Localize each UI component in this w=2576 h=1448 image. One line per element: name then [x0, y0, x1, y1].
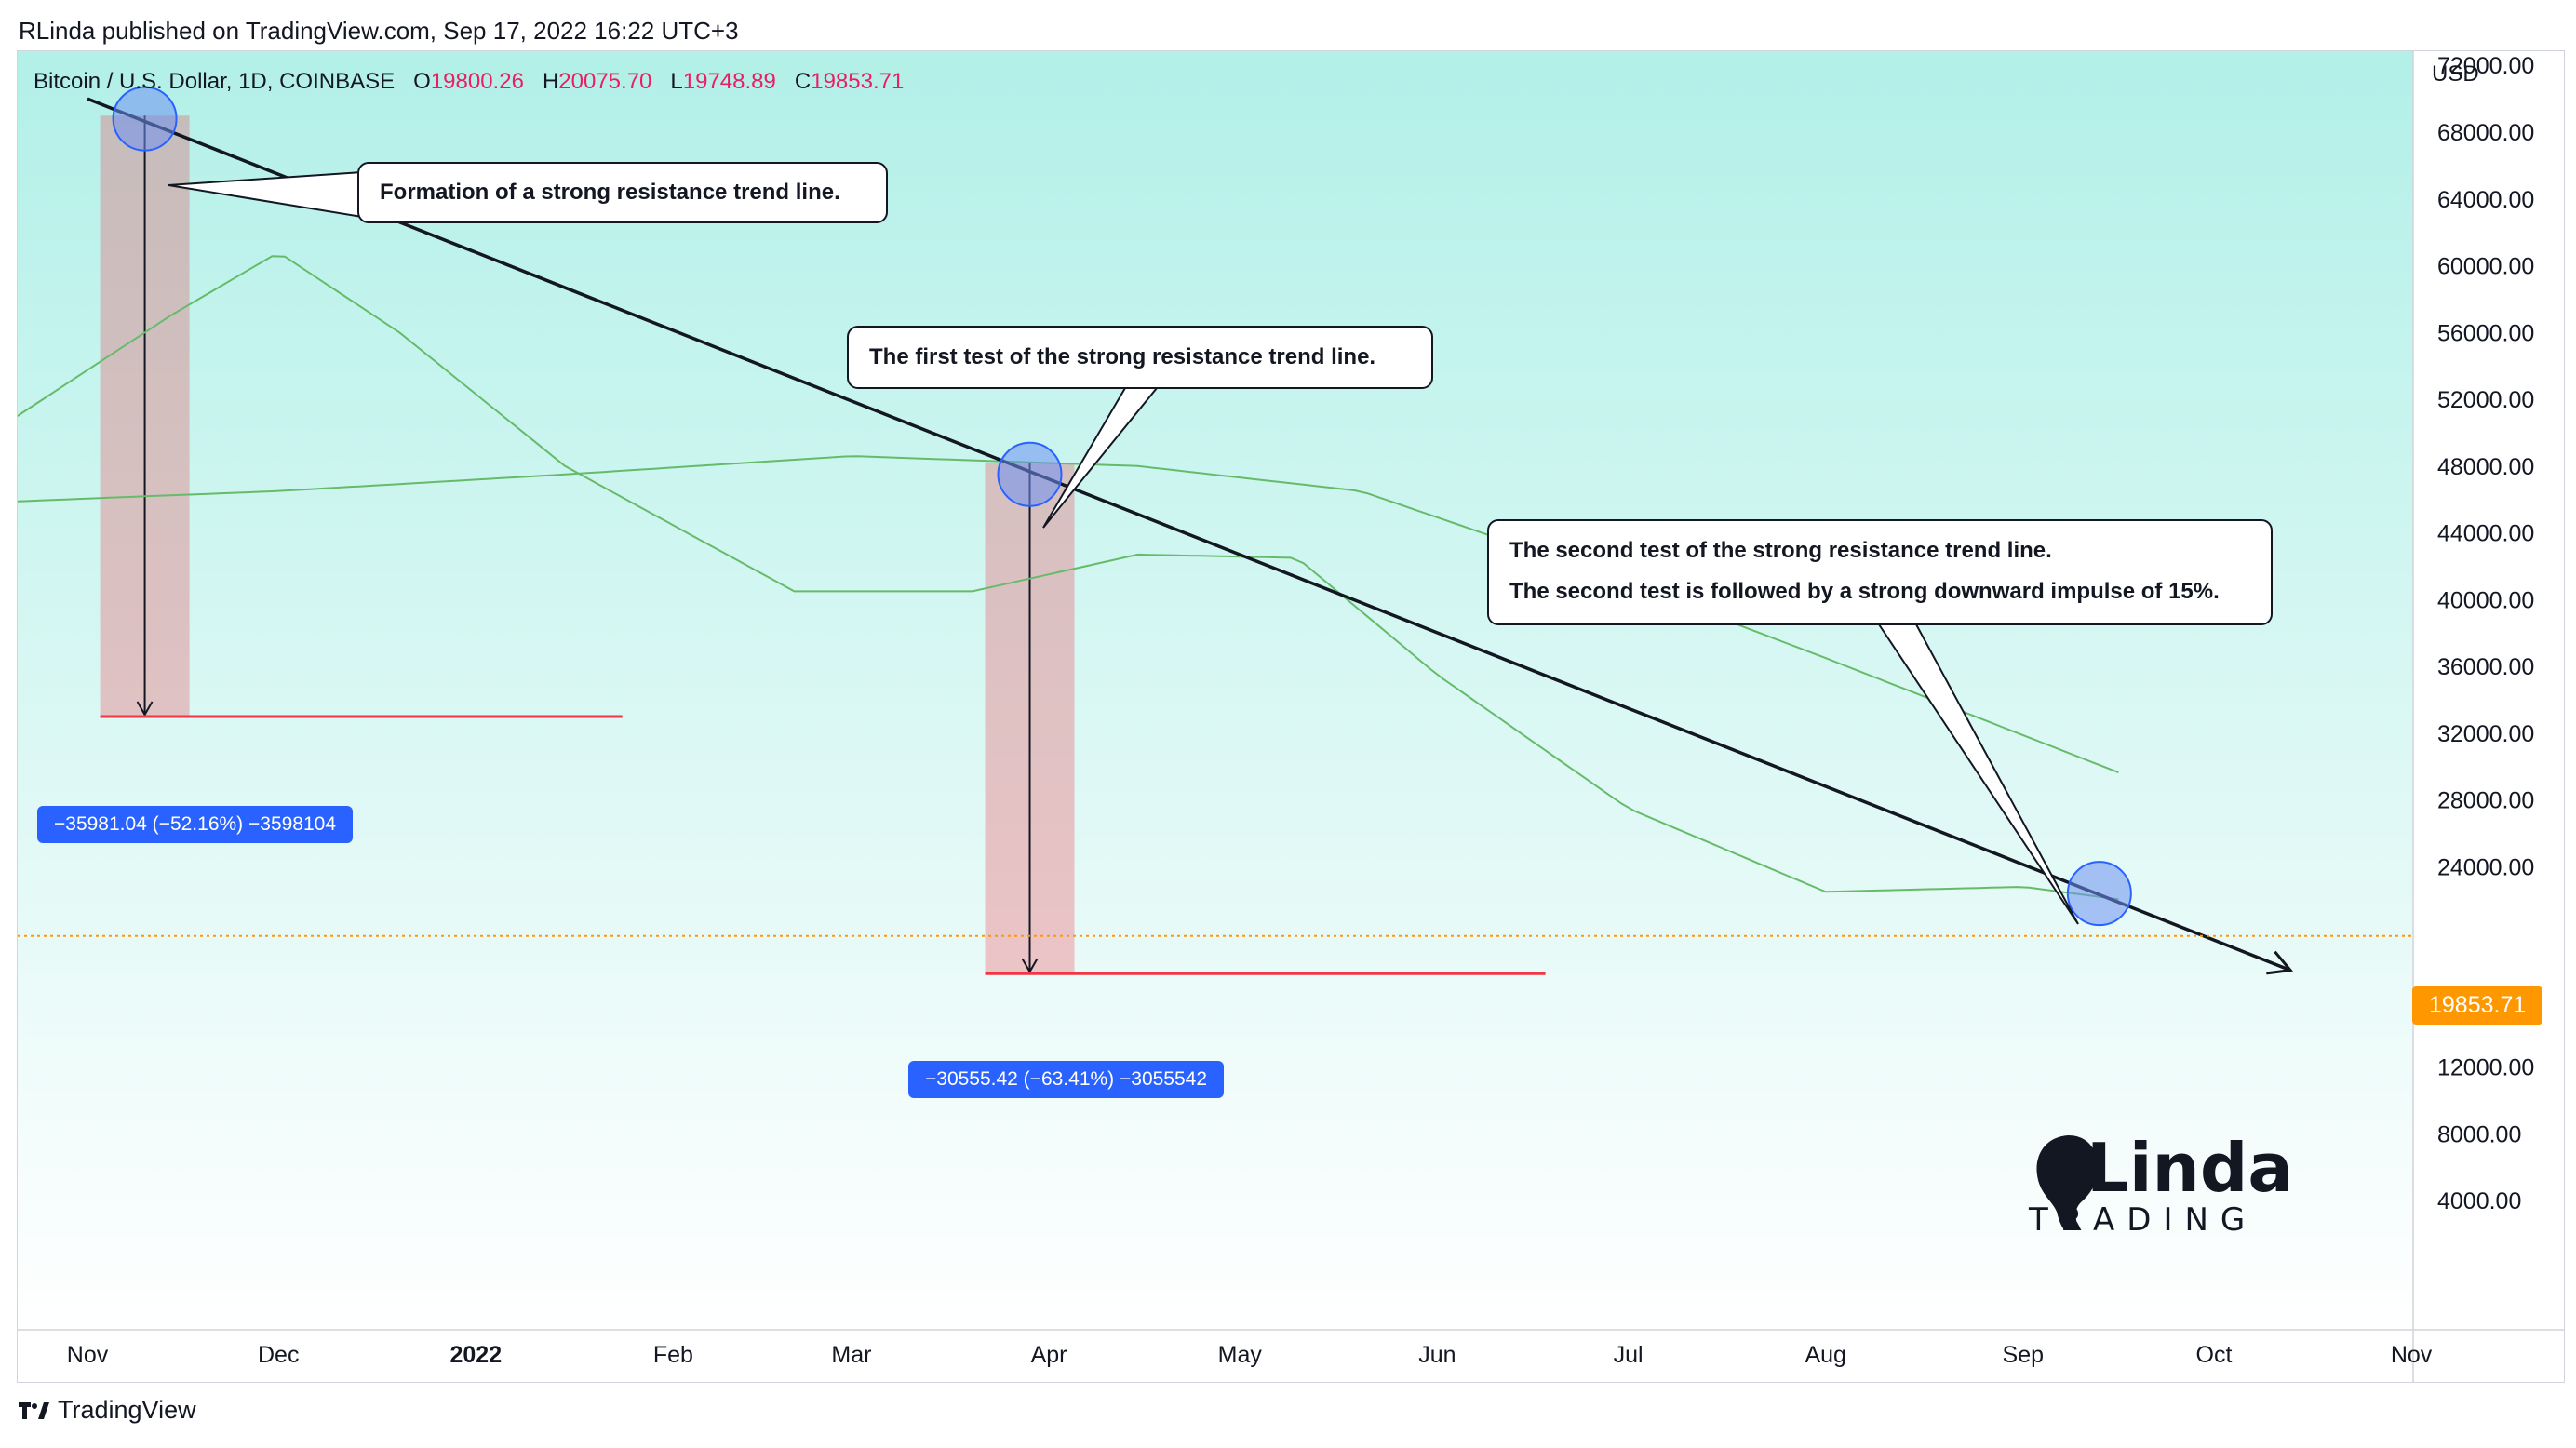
trend-line-arrowhead: [2266, 950, 2294, 975]
price-axis-tick-label: 60000.00: [2437, 254, 2534, 280]
logo-graphic: Linda TRADING: [2028, 1129, 2293, 1239]
time-axis-tick-label: Aug: [1805, 1342, 1845, 1368]
close-label: C: [794, 69, 812, 94]
time-axis-tick-label: Jul: [1614, 1342, 1644, 1368]
current-price-tag: 19853.71: [2412, 986, 2543, 1025]
callout-second-test: The second test of the strong resistance…: [1487, 519, 2273, 625]
low-label: L: [670, 69, 683, 94]
price-axis-tick-label: 8000.00: [2437, 1121, 2521, 1147]
price-axis-tick-label: 68000.00: [2437, 120, 2534, 146]
moving-average-1: [18, 255, 2119, 901]
time-axis-tick-label: Oct: [2196, 1342, 2233, 1368]
callout-second-test-line1: The second test of the strong resistance…: [1509, 538, 2052, 563]
time-axis-tick-label: Sep: [2003, 1342, 2044, 1368]
price-axis-tick-label: 56000.00: [2437, 320, 2534, 346]
footer-brand-text: TradingView: [58, 1396, 196, 1424]
time-axis-tick-label: Nov: [67, 1342, 109, 1368]
resistance-test-circle-1: [112, 86, 178, 152]
high-label: H: [542, 69, 559, 94]
logo-wordmark-top: Linda: [2086, 1129, 2293, 1207]
price-axis-tick-label: 36000.00: [2437, 654, 2534, 680]
measure-label-2[interactable]: −30555.42 (−63.41%) −3055542: [908, 1061, 1225, 1098]
symbol-name[interactable]: Bitcoin / U.S. Dollar, 1D, COINBASE: [34, 69, 396, 94]
callout-second-test-line2: The second test is followed by a strong …: [1509, 579, 2220, 604]
price-axis-tick-label: 44000.00: [2437, 521, 2534, 547]
high-value: 20075.70: [558, 69, 652, 94]
time-axis-tick-label: Feb: [653, 1342, 693, 1368]
price-axis-background: [2413, 51, 2564, 1330]
price-axis-tick-label: 48000.00: [2437, 454, 2534, 480]
logo-face-silhouette: [2036, 1135, 2099, 1230]
time-axis-tick-label: Nov: [2391, 1342, 2433, 1368]
time-axis-tick-label: Mar: [831, 1342, 871, 1368]
price-axis-tick-label: 4000.00: [2437, 1188, 2521, 1214]
price-axis-tick-label: 28000.00: [2437, 788, 2534, 814]
time-axis-tick-label: May: [1218, 1342, 1263, 1368]
time-axis-tick-label: Apr: [1031, 1342, 1067, 1368]
resistance-test-circle-2: [997, 441, 1063, 507]
callout-formation-text: Formation of a strong resistance trend l…: [380, 180, 840, 205]
footer-brand[interactable]: TradingView: [19, 1396, 196, 1425]
chart-frame: USD 72000.00 68000.00 64000.00 60000.00 56000…: [17, 50, 2565, 1383]
measure-arrow-head-2: [1021, 958, 1039, 974]
symbol-ohlc-legend: Bitcoin / U.S. Dollar, 1D, COINBASE O198…: [34, 69, 904, 95]
resistance-trend-line: [87, 97, 2291, 972]
low-value: 19748.89: [682, 69, 776, 94]
price-axis-tick-label: 64000.00: [2437, 187, 2534, 213]
publish-line: RLinda published on TradingView.com, Sep…: [19, 17, 739, 45]
callout-first-test: The first test of the strong resistance …: [847, 326, 1433, 389]
time-axis-tick-label: 2022: [450, 1342, 503, 1368]
price-axis-tick-label: 52000.00: [2437, 387, 2534, 413]
close-value: 19853.71: [811, 69, 905, 94]
time-axis-tick-label: Dec: [258, 1342, 299, 1368]
price-axis-tick-label: 12000.00: [2437, 1055, 2534, 1081]
open-value: 19800.26: [430, 69, 524, 94]
price-axis-unit-label: USD: [2432, 61, 2479, 87]
measure-arrow-head-1: [136, 701, 154, 717]
logo-wordmark-bottom: TRADING: [2028, 1201, 2257, 1238]
callout-formation: Formation of a strong resistance trend l…: [357, 162, 888, 223]
price-axis-tick-label: 32000.00: [2437, 721, 2534, 747]
price-axis-tick-label: 24000.00: [2437, 854, 2534, 880]
plot-layer: [18, 115, 2119, 975]
price-axis-tick-label: 72000.00: [2437, 53, 2534, 79]
callout-first-test-text: The first test of the strong resistance …: [869, 344, 1376, 369]
time-axis-tick-label: Jun: [1418, 1342, 1456, 1368]
resistance-test-circle-3: [2066, 861, 2132, 927]
rlinda-trading-logo: Linda TRADING: [2025, 1126, 2304, 1239]
price-axis-tick-label: 40000.00: [2437, 587, 2534, 613]
tradingview-logo-icon: [19, 1401, 49, 1419]
open-label: O: [413, 69, 431, 94]
plot-background: [18, 51, 2413, 1330]
measure-label-1[interactable]: −35981.04 (−52.16%) −3598104: [37, 806, 354, 843]
